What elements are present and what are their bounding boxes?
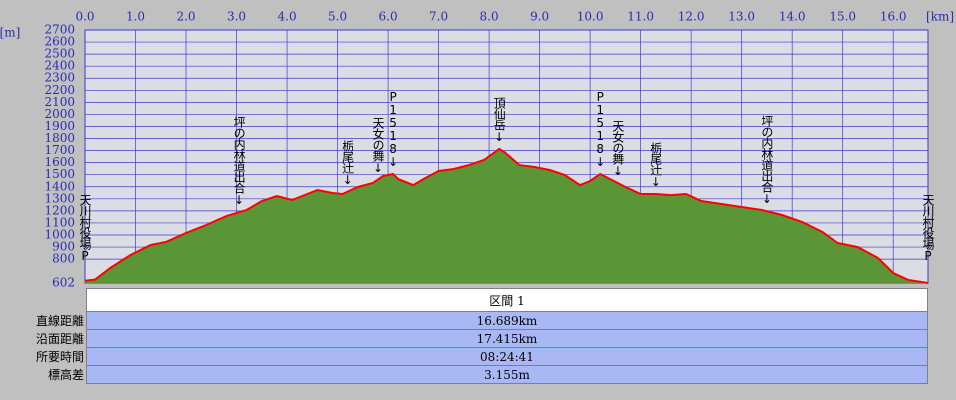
annotation: 栃尾辻↓ — [648, 142, 663, 189]
summary-table: 区間 1 直線距離 16.689km 沿面距離 17.415km 所要時間 08:24:4… — [0, 288, 928, 384]
blank — [0, 288, 87, 312]
x-tick-label: 16.0 — [880, 10, 907, 24]
y-tick-label: 1900 — [44, 119, 75, 133]
x-tick-label: 8.0 — [480, 10, 499, 24]
annotation: 坪の内林道出合↓ — [232, 116, 247, 207]
x-tick-label: 11.0 — [627, 10, 654, 24]
y-tick-label: 1500 — [44, 167, 75, 181]
row-label: 沿面距離 — [0, 329, 87, 348]
y-tick-label: 1000 — [44, 228, 75, 242]
x-tick-label: 4.0 — [278, 10, 297, 24]
x-tick-label: 15.0 — [829, 10, 856, 24]
y-tick-label: 1200 — [44, 203, 75, 217]
y-tick-label: 2300 — [44, 71, 75, 85]
x-axis-label: [km] — [926, 10, 954, 24]
y-tick-label: 1600 — [44, 155, 75, 169]
annotation: 頂仙岳↓ — [492, 97, 507, 144]
y-tick-label: 2000 — [44, 107, 75, 121]
row-label: 直線距離 — [0, 311, 87, 330]
x-tick-label: 0.0 — [75, 10, 94, 24]
row-label: 所要時間 — [0, 347, 87, 366]
y-tick-label: 1800 — [44, 131, 75, 145]
row-value: 08:24:41 — [86, 347, 928, 366]
annotation: P1518↓ — [386, 90, 401, 168]
y-axis-label: [m] — [0, 26, 20, 40]
profile-line — [84, 147, 929, 284]
x-tick-label: 13.0 — [728, 10, 755, 24]
annotation: 天女の舞↓ — [370, 116, 385, 174]
y-tick-label: 2600 — [44, 35, 75, 49]
y-tick-label: 2200 — [44, 83, 75, 97]
x-tick-label: 2.0 — [176, 10, 195, 24]
chart: [km] [m] 6028009001000110012001300140015… — [0, 10, 954, 290]
annotation: 坪の内林道出合↓ — [759, 115, 774, 206]
y-tick-label: 2500 — [44, 47, 75, 61]
annotation: 天川村役場P — [78, 194, 92, 262]
row-value: 17.415km — [86, 329, 928, 348]
row-value: 3.155m — [86, 365, 928, 384]
y-tick-label: 2700 — [44, 23, 75, 37]
x-tick-label: 12.0 — [678, 10, 705, 24]
y-tick-label: 2100 — [44, 95, 75, 109]
y-tick-label: 1700 — [44, 143, 75, 157]
y-tick-label: 2400 — [44, 59, 75, 73]
y-tick-label: 900 — [52, 240, 75, 254]
annotation: P1518↓ — [593, 90, 608, 168]
y-tick-label: 800 — [52, 252, 75, 266]
x-tick-label: 9.0 — [530, 10, 549, 24]
y-tick-label: 1300 — [44, 191, 75, 205]
table-header: 区間 1 — [86, 288, 928, 312]
y-tick-label: 602 — [52, 276, 75, 290]
x-tick-label: 6.0 — [379, 10, 398, 24]
x-tick-label: 3.0 — [227, 10, 246, 24]
x-tick-label: 1.0 — [126, 10, 145, 24]
x-tick-label: 5.0 — [328, 10, 347, 24]
annotation: 天女の舞↓ — [610, 120, 625, 178]
x-tick-label: 14.0 — [779, 10, 806, 24]
row-value: 16.689km — [86, 311, 928, 330]
annotation: 栃尾辻↓ — [340, 139, 355, 186]
y-tick-label: 1100 — [44, 215, 75, 229]
row-label: 標高差 — [0, 365, 87, 384]
x-tick-label: 10.0 — [577, 10, 604, 24]
area-fill — [85, 149, 928, 283]
annotation: 天川村役場P — [921, 194, 935, 262]
y-tick-label: 1400 — [44, 179, 75, 193]
x-tick-label: 7.0 — [429, 10, 448, 24]
